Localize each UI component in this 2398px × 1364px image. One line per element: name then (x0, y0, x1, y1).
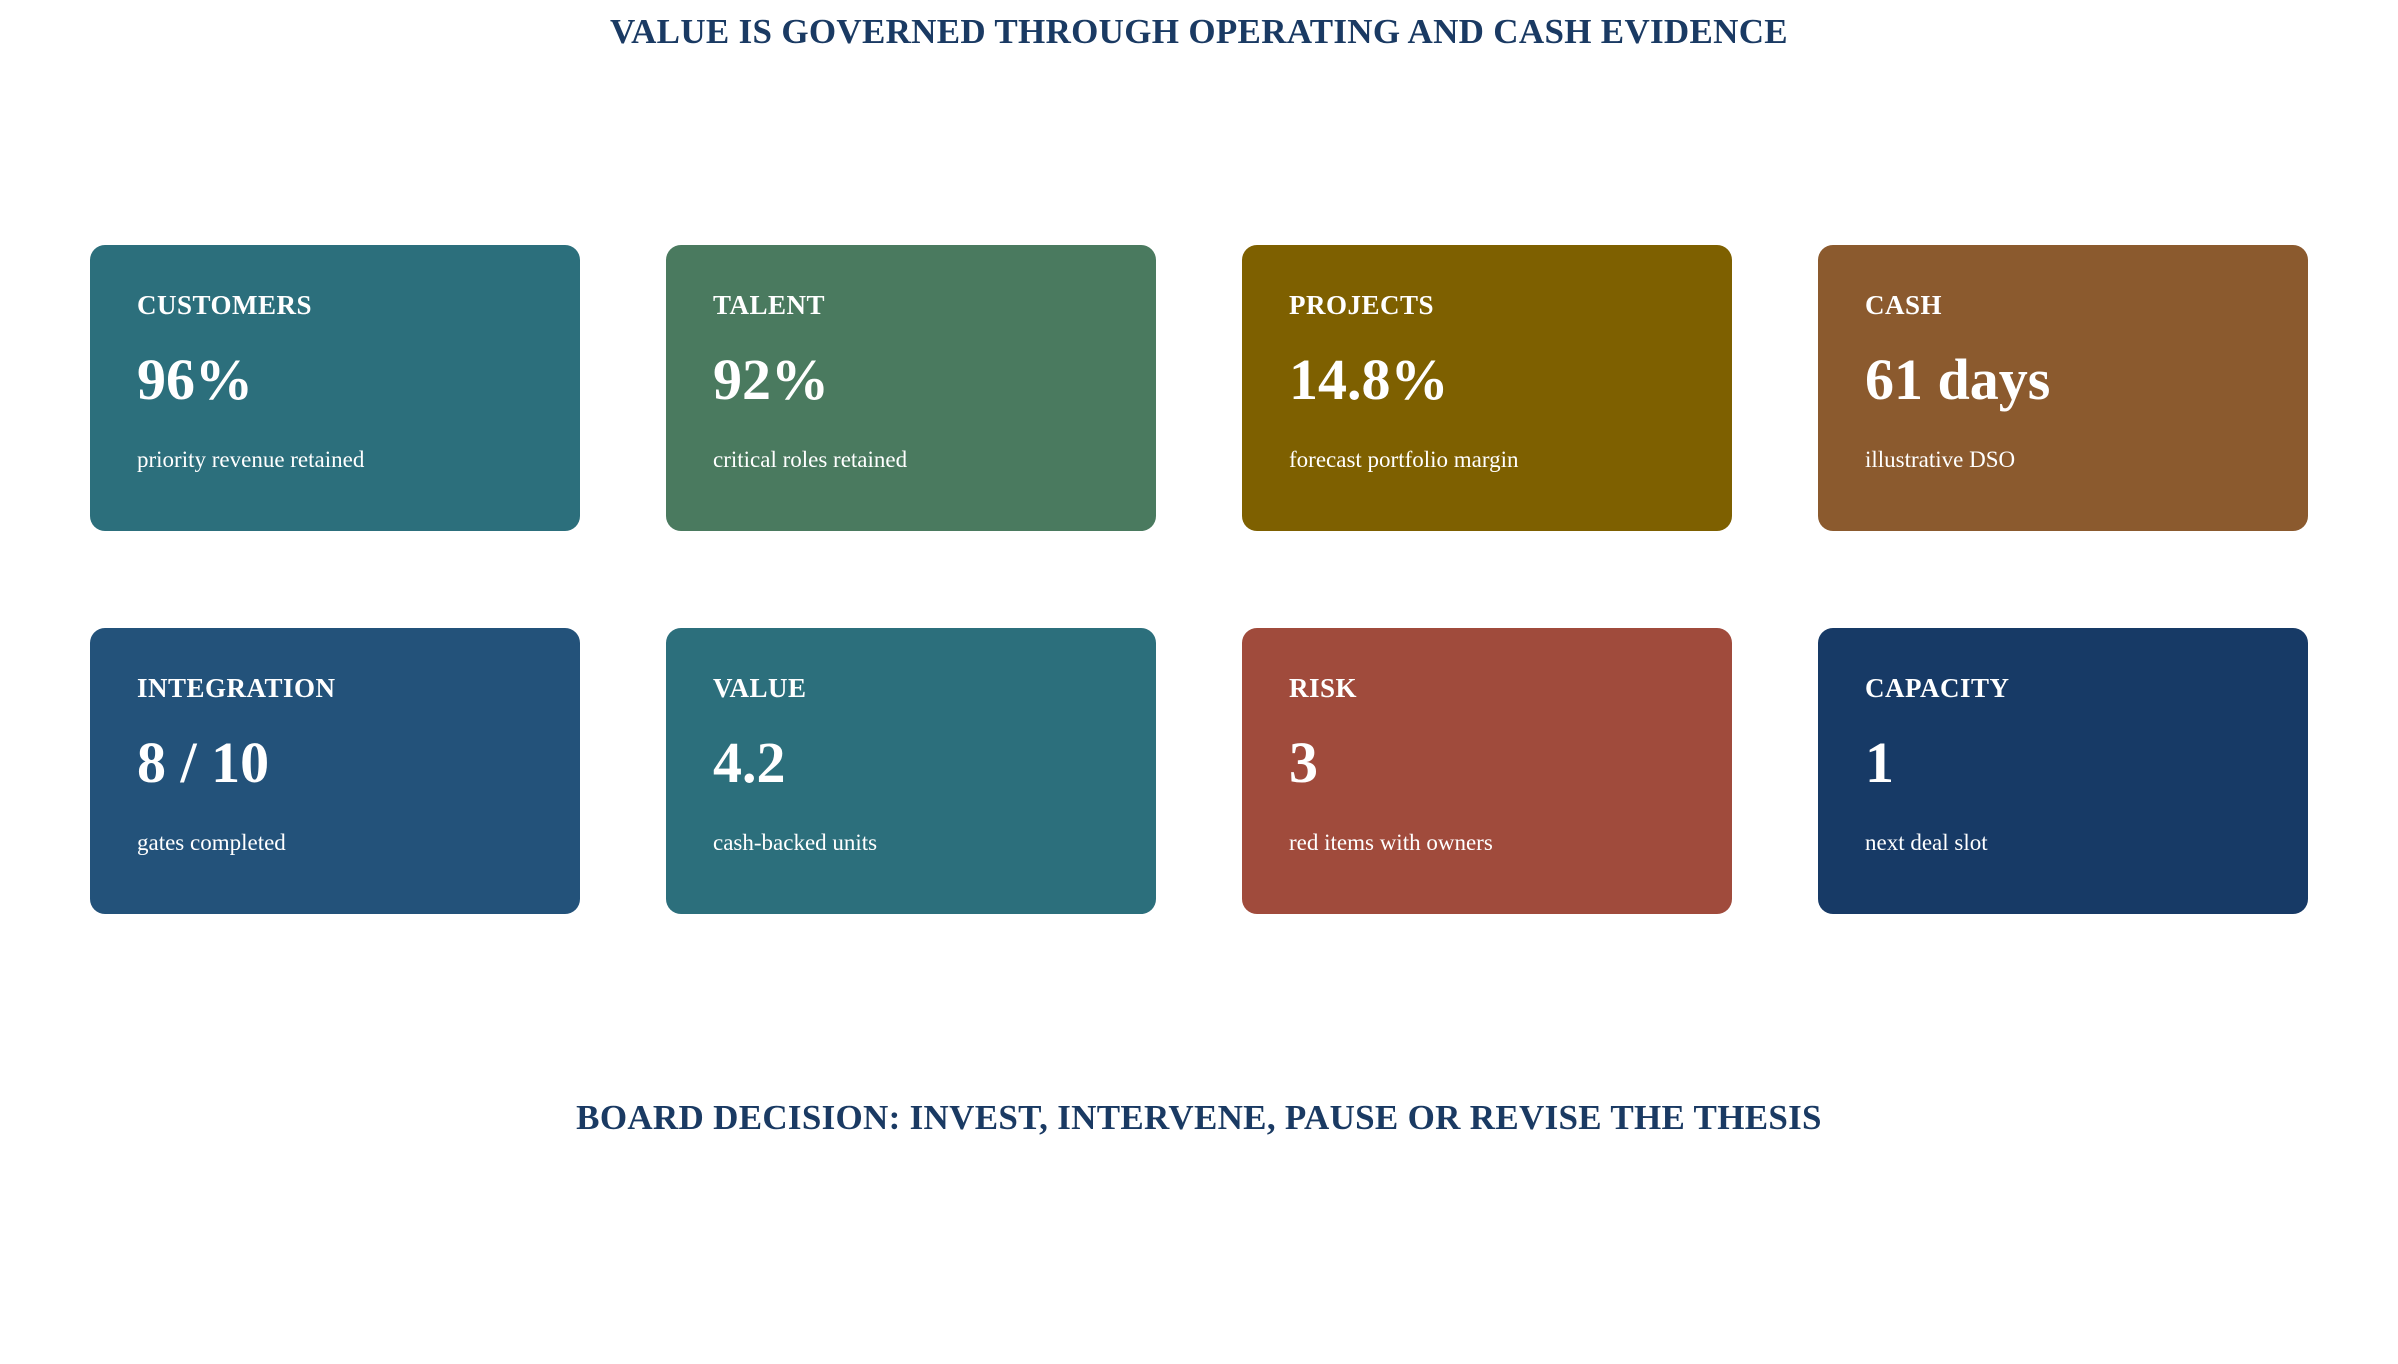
kpi-card-value: 3 (1289, 730, 1318, 795)
kpi-card-description: red items with owners (1289, 830, 1493, 855)
kpi-card-label: TALENT (713, 290, 826, 320)
kpi-card-label: INTEGRATION (137, 673, 336, 703)
kpi-card-capacity: CAPACITY 1 next deal slot (1818, 628, 2308, 914)
kpi-card-label: PROJECTS (1289, 290, 1435, 320)
kpi-card-grid: CUSTOMERS 96% priority revenue retained … (90, 245, 2308, 914)
page-title: VALUE IS GOVERNED THROUGH OPERATING AND … (610, 12, 1788, 51)
board-decision-statement: BOARD DECISION: INVEST, INTERVENE, PAUSE… (576, 1098, 1822, 1137)
kpi-card-label: VALUE (713, 673, 807, 703)
kpi-card-customers: CUSTOMERS 96% priority revenue retained (90, 245, 580, 531)
kpi-card-description: cash-backed units (713, 830, 878, 855)
kpi-card-value: 1 (1865, 730, 1894, 795)
kpi-card-value: 4.2 (713, 730, 786, 795)
kpi-card-description: critical roles retained (713, 447, 908, 472)
kpi-card-description: priority revenue retained (137, 447, 365, 472)
kpi-card-value: 96% (137, 347, 253, 412)
kpi-card-value: 92% (713, 347, 829, 412)
kpi-card-risk: RISK 3 red items with owners (1242, 628, 1732, 914)
kpi-card-description: illustrative DSO (1865, 447, 2016, 472)
kpi-card-cash: CASH 61 days illustrative DSO (1818, 245, 2308, 531)
kpi-card-description: next deal slot (1865, 830, 1988, 855)
kpi-card-talent: TALENT 92% critical roles retained (666, 245, 1156, 531)
kpi-card-label: RISK (1289, 673, 1358, 703)
kpi-card-value: 8 / 10 (137, 730, 270, 795)
kpi-card-value: 14.8% (1289, 347, 1449, 412)
kpi-card-label: CAPACITY (1865, 673, 2010, 703)
kpi-card-value: 61 days (1865, 347, 2051, 412)
kpi-card-description: forecast portfolio margin (1289, 447, 1519, 472)
kpi-card-label: CUSTOMERS (137, 290, 313, 320)
kpi-card-value: VALUE 4.2 cash-backed units (666, 628, 1156, 914)
kpi-card-label: CASH (1865, 290, 1943, 320)
kpi-card-integration: INTEGRATION 8 / 10 gates completed (90, 628, 580, 914)
kpi-card-projects: PROJECTS 14.8% forecast portfolio margin (1242, 245, 1732, 531)
kpi-card-description: gates completed (137, 830, 286, 855)
